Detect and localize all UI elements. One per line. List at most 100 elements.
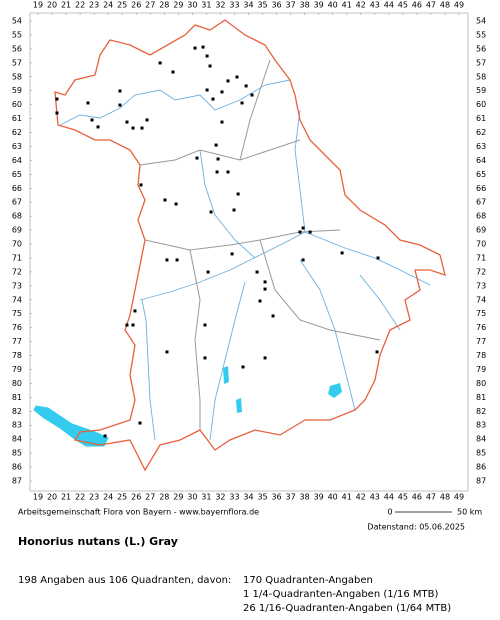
record-dot [125,323,129,327]
record-dot [214,143,218,147]
x-tick-label: 21 [61,1,71,10]
record-dot [209,210,213,214]
record-dot [165,350,169,354]
x-tick-label: 49 [454,493,464,502]
y-tick-label: 77 [476,337,486,346]
y-tick-label: 54 [12,17,22,26]
y-tick-label: 86 [476,463,486,472]
record-dot [205,88,209,92]
x-tick-label: 49 [454,1,464,10]
y-tick-label: 66 [476,184,486,193]
record-dot [118,103,122,107]
y-tick-label: 55 [476,30,486,39]
y-tick-label: 60 [476,100,486,109]
river [294,109,306,233]
record-dot [226,79,230,83]
record-dot [301,258,305,262]
y-tick-label: 56 [12,44,22,53]
x-tick-label: 21 [61,493,71,502]
y-tick-label: 85 [12,449,22,458]
record-dot [271,314,275,318]
x-tick-label: 30 [187,493,197,502]
x-tick-label: 23 [89,1,99,10]
record-dot [103,434,107,438]
x-tick-label: 20 [47,493,57,502]
credit: Arbeitsgemeinschaft Flora von Bayern - w… [18,508,259,517]
record-dot [255,270,259,274]
border [259,239,381,341]
y-tick-label: 57 [476,58,486,67]
x-tick-label: 35 [257,1,267,10]
scale-start: 0 [387,508,392,517]
y-tick-label: 70 [476,240,486,249]
y-tick-label: 61 [12,114,22,123]
y-tick-label: 58 [476,72,486,81]
y-tick-label: 85 [476,449,486,458]
y-tick-label: 62 [12,128,22,137]
x-tick-label: 38 [300,1,310,10]
record-dot [125,120,129,124]
x-tick-label: 36 [271,1,281,10]
y-tick-label: 76 [12,323,22,332]
x-tick-label: 39 [314,1,324,10]
record-dot [139,183,143,187]
record-dot [133,309,137,313]
y-tick-label: 59 [12,86,22,95]
river [59,79,291,126]
lake [328,383,342,398]
species-title: Honorius nutans (L.) Gray [18,535,178,548]
record-dot [138,421,142,425]
y-tick-label: 59 [476,86,486,95]
breakdown-line: 1 1/4-Quadranten-Angaben (1/16 MTB) [243,589,438,600]
x-tick-label: 40 [328,1,338,10]
y-tick-label: 71 [476,253,486,262]
x-tick-label: 34 [243,1,253,10]
x-tick-label: 30 [187,1,197,10]
x-tick-label: 27 [145,493,155,502]
y-tick-label: 73 [476,281,486,290]
record-dot [232,208,236,212]
x-tick-label: 47 [426,493,436,502]
record-dot [165,258,169,262]
record-dot [140,126,144,130]
river [141,299,156,441]
x-tick-label: 28 [159,493,169,502]
y-tick-label: 74 [12,295,22,304]
x-tick-label: 25 [117,1,127,10]
x-tick-label: 37 [286,1,296,10]
record-dot [235,75,239,79]
x-tick-label: 31 [201,1,211,10]
y-tick-label: 68 [12,212,22,221]
y-tick-label: 76 [476,323,486,332]
x-tick-label: 20 [47,1,57,10]
record-dot [118,89,122,93]
y-tick-label: 74 [476,295,486,304]
x-tick-label: 25 [117,493,127,502]
lake [223,366,229,384]
record-dot [258,299,262,303]
y-tick-label: 65 [476,170,486,179]
scale-end: 50 km [457,508,482,517]
record-dot [163,198,167,202]
record-dot [205,54,209,58]
x-tick-label: 34 [243,493,253,502]
record-dot [263,356,267,360]
x-tick-label: 33 [229,493,239,502]
y-tick-label: 87 [476,477,486,486]
breakdown-line: 170 Quadranten-Angaben [243,575,373,586]
y-tick-label: 77 [12,337,22,346]
record-dot [174,202,178,206]
record-dot [90,118,94,122]
x-tick-label: 43 [370,1,380,10]
x-tick-label: 26 [131,1,141,10]
y-tick-label: 79 [476,365,486,374]
record-dot [55,111,59,115]
y-tick-label: 83 [476,421,486,430]
y-tick-label: 66 [12,184,22,193]
y-tick-label: 69 [476,226,486,235]
record-dot [220,120,224,124]
record-dot [175,258,179,262]
record-dot [298,230,302,234]
border [239,59,271,161]
border [189,249,201,430]
